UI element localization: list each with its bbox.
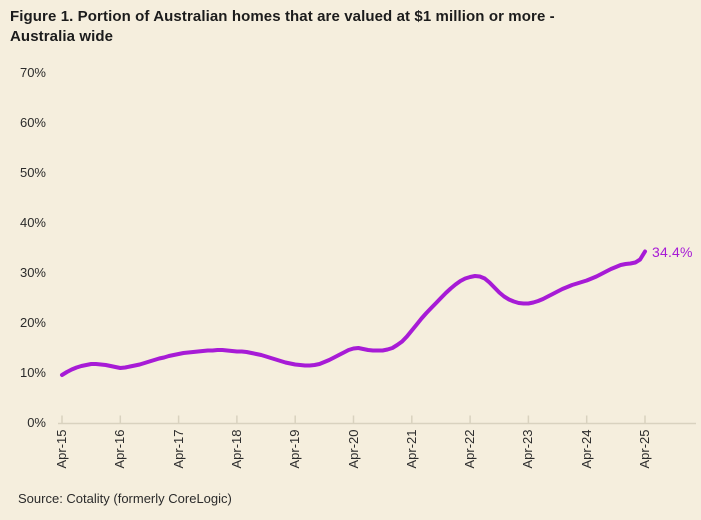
end-value-label: 34.4% <box>652 244 693 260</box>
x-axis-label: Apr-23 <box>520 429 536 469</box>
figure-title: Figure 1. Portion of Australian homes th… <box>10 7 610 47</box>
trend-line <box>60 249 647 377</box>
x-axis-label: Apr-17 <box>170 429 186 469</box>
x-axis-label: Apr-16 <box>112 429 128 469</box>
x-axis-label: Apr-19 <box>287 429 303 469</box>
y-axis-label: 40% <box>19 215 46 230</box>
x-axis-label: Apr-18 <box>228 429 244 469</box>
figure-title-line1: Figure 1. Portion of Australian homes th… <box>10 8 555 25</box>
source-note: Source: Cotality (formerly CoreLogic) <box>18 491 232 506</box>
x-axis-label: Apr-21 <box>403 429 419 469</box>
x-axis-label: Apr-20 <box>345 429 361 469</box>
y-axis-label: 70% <box>19 65 46 80</box>
y-axis-label: 60% <box>19 115 46 130</box>
y-axis-label: 50% <box>19 165 46 180</box>
x-axis-label: Apr-24 <box>578 429 594 469</box>
x-axis-label: Apr-22 <box>462 429 478 469</box>
y-axis-label: 0% <box>27 415 46 430</box>
y-axis-label: 30% <box>19 265 46 280</box>
figure-title-line2: Australia wide <box>10 28 114 45</box>
y-axis-label: 20% <box>19 315 46 330</box>
x-axis-label: Apr-15 <box>54 429 69 469</box>
x-axis-label: Apr-25 <box>637 429 652 469</box>
y-axis-label: 10% <box>19 365 46 380</box>
